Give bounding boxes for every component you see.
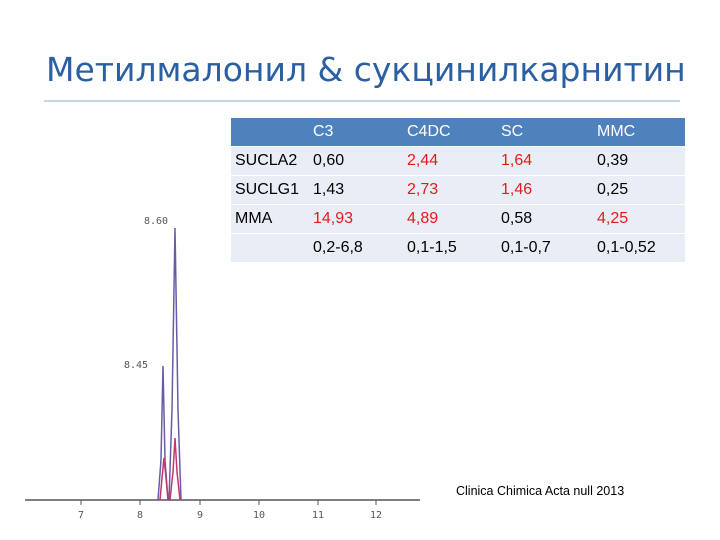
citation: Clinica Chimica Acta null 2013 (456, 484, 625, 498)
acylcarnitine-table: C3 C4DC SC MMC SUCLA2 0,60 2,44 1,64 0,3… (231, 118, 685, 262)
chromatogram: 7 8 9 10 11 12 8.60 8.45 (25, 216, 420, 521)
x-tick-label: 10 (253, 510, 265, 521)
peak-label: 8.60 (144, 216, 168, 227)
column-header: C3 (305, 118, 399, 147)
table-cell: 4,25 (589, 204, 685, 234)
table-header-row: C3 C4DC SC MMC (231, 118, 685, 147)
table-cell: 0,25 (589, 175, 685, 205)
table-cell: 0,58 (493, 204, 589, 234)
table-cell: 0,1-0,52 (589, 233, 685, 262)
x-tick-label: 12 (370, 510, 382, 521)
trace-blue-peak-860 (168, 227, 182, 501)
x-tick-label: 9 (197, 510, 203, 521)
trace-red-peak-860 (169, 437, 181, 501)
table-cell: 0,1-0,7 (493, 233, 589, 262)
table-cell: 4,89 (399, 204, 493, 234)
table-cell: 0,1-1,5 (399, 233, 493, 262)
table-row: SUCLA2 0,60 2,44 1,64 0,39 (231, 146, 685, 176)
table-cell: 0,39 (589, 146, 685, 176)
column-header: C4DC (399, 118, 493, 147)
table-cell: 1,64 (493, 146, 589, 176)
table-cell: 1,46 (493, 175, 589, 205)
x-tick-label: 11 (312, 510, 324, 521)
row-label (231, 233, 305, 262)
column-header: MMC (589, 118, 685, 147)
table-cell: 1,43 (305, 175, 399, 205)
x-tick-label: 7 (78, 510, 84, 521)
title-divider (44, 100, 680, 102)
x-tick-label: 8 (137, 510, 143, 521)
peak-label: 8.45 (124, 360, 148, 371)
table-row: MMA 14,93 4,89 0,58 4,25 (231, 204, 685, 234)
table-cell: 0,60 (305, 146, 399, 176)
table-cell: 0,2-6,8 (305, 233, 399, 262)
column-header: SC (493, 118, 589, 147)
header-empty-cell (231, 118, 305, 147)
table-cell: 2,44 (399, 146, 493, 176)
slide-title: Метилмалонил & сукцинилкарнитин (46, 50, 686, 89)
x-ticks (80, 500, 377, 505)
row-label: SUCLG1 (231, 175, 305, 205)
table-row-reference-range: 0,2-6,8 0,1-1,5 0,1-0,7 0,1-0,52 (231, 233, 685, 262)
table-cell: 14,93 (305, 204, 399, 234)
table-row: SUCLG1 1,43 2,73 1,46 0,25 (231, 175, 685, 205)
trace-red-peak-845 (159, 457, 169, 501)
table-cell: 2,73 (399, 175, 493, 205)
row-label: MMA (231, 204, 305, 234)
row-label: SUCLA2 (231, 146, 305, 176)
